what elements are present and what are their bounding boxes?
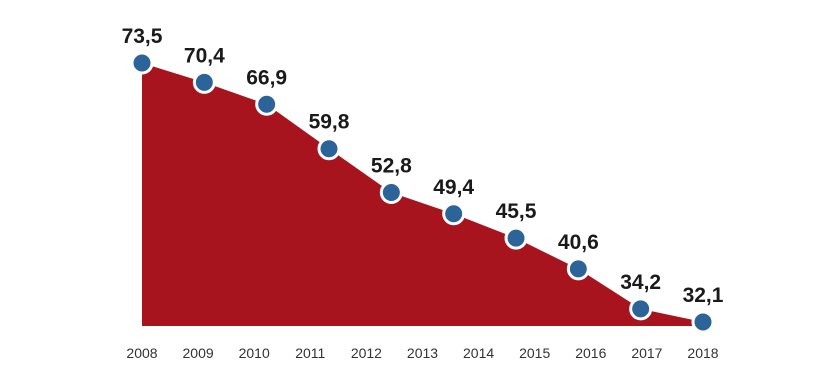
area-fill [142, 63, 703, 326]
x-axis-tick-label: 2013 [407, 345, 438, 361]
x-axis-tick-label: 2017 [631, 345, 662, 361]
data-value-label: 52,8 [371, 155, 412, 178]
x-axis-tick-label: 2011 [295, 345, 325, 361]
data-point-marker [566, 257, 590, 281]
x-axis-tick-label: 2012 [351, 345, 382, 361]
x-axis-tick-label: 2010 [239, 345, 270, 361]
x-axis-tick-label: 2009 [183, 345, 214, 361]
data-point-marker [629, 297, 653, 321]
x-axis-tick-label: 2015 [519, 345, 550, 361]
x-axis-tick-label: 2014 [463, 345, 494, 361]
data-value-label: 66,9 [246, 66, 287, 89]
data-value-label: 40,6 [558, 231, 599, 254]
area-layer [142, 63, 703, 326]
data-value-label: 49,4 [433, 176, 474, 199]
data-value-label: 59,8 [309, 111, 350, 134]
value-label-layer: 73,5 70,4 66,9 59,8 52,8 49,4 45,5 40,6 34,2 32,1 [122, 25, 724, 307]
x-axis-tick-label: 2018 [687, 345, 718, 361]
data-point-marker [504, 226, 528, 250]
data-value-label: 70,4 [184, 44, 225, 67]
data-point-marker [192, 70, 216, 94]
data-value-label: 45,5 [496, 200, 537, 223]
data-point-marker [130, 51, 154, 75]
data-point-marker [255, 92, 279, 116]
data-value-label: 32,1 [683, 284, 724, 307]
x-axis-tick-label: 2016 [575, 345, 606, 361]
data-point-marker [379, 181, 403, 204]
x-axis-tick-layer: 2008 2009 2010 2011 2012 2013 2014 2015 2016 2017… [126, 345, 718, 361]
data-point-marker [317, 137, 341, 161]
x-axis-tick-label: 2008 [126, 345, 157, 361]
marker-layer [130, 51, 715, 334]
data-value-label: 34,2 [620, 271, 661, 294]
data-point-marker [442, 202, 466, 226]
data-value-label: 73,5 [122, 25, 163, 48]
data-point-marker [691, 310, 715, 334]
